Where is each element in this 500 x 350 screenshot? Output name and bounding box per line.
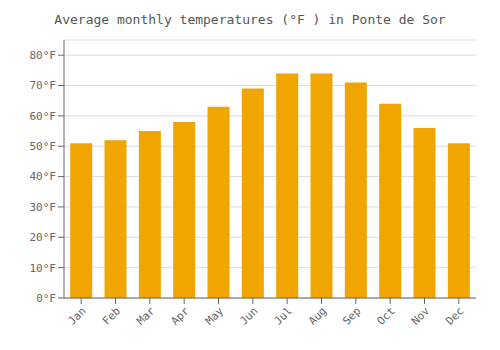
svg-text:Jan: Jan [66, 304, 89, 327]
svg-text:Apr: Apr [169, 304, 193, 328]
svg-text:80°F: 80°F [30, 49, 57, 62]
svg-text:Jun: Jun [237, 304, 260, 327]
svg-text:30°F: 30°F [30, 201, 57, 214]
svg-text:Mar: Mar [134, 304, 158, 328]
svg-text:Jul: Jul [272, 304, 295, 327]
svg-text:40°F: 40°F [30, 170, 57, 183]
svg-text:Dec: Dec [443, 304, 466, 327]
svg-text:20°F: 20°F [30, 231, 57, 244]
svg-text:Oct: Oct [375, 304, 398, 327]
svg-text:Nov: Nov [409, 304, 433, 328]
svg-text:50°F: 50°F [30, 140, 57, 153]
svg-text:0°F: 0°F [36, 292, 56, 305]
svg-text:May: May [203, 304, 227, 328]
svg-text:Feb: Feb [100, 304, 123, 327]
svg-text:Aug: Aug [306, 304, 329, 327]
svg-text:70°F: 70°F [30, 79, 57, 92]
svg-text:10°F: 10°F [30, 262, 57, 275]
html-text:Average monthly temperatures (: Average monthly temperatures (°F ) in Po… [54, 12, 446, 27]
svg-text:Sep: Sep [340, 304, 363, 327]
svg-text:60°F: 60°F [30, 110, 57, 123]
